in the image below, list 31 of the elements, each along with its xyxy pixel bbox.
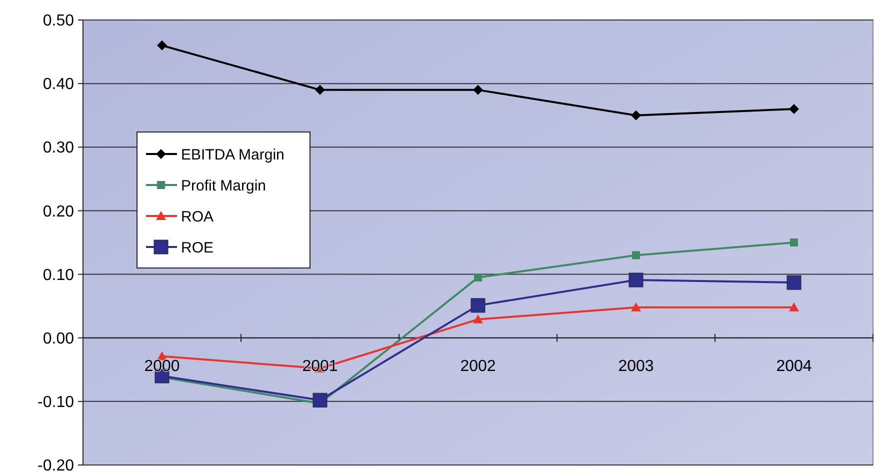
- point: [157, 40, 167, 50]
- point: [789, 302, 799, 312]
- y-tick-label: 0.50: [42, 12, 74, 30]
- legend-label: EBITDA Margin: [181, 146, 284, 164]
- y-tick-label: 0.20: [42, 203, 74, 220]
- point: [315, 84, 325, 95]
- point: [628, 272, 644, 288]
- x-tick-label: 2002: [460, 358, 496, 375]
- point: [474, 273, 482, 282]
- point: [473, 84, 483, 95]
- y-tick-label: 0.30: [42, 140, 74, 157]
- y-tick-label: 0.40: [42, 76, 74, 94]
- legend-label: ROE: [181, 239, 214, 256]
- legend-label: Profit Margin: [181, 177, 266, 194]
- point: [786, 275, 802, 290]
- point: [790, 238, 798, 246]
- legend-label: ROA: [181, 208, 214, 226]
- point: [631, 110, 641, 120]
- point: [473, 314, 483, 324]
- point: [632, 251, 640, 260]
- y-tick-label: 0.10: [42, 266, 74, 284]
- x-tick-label: 2004: [776, 358, 812, 375]
- point: [312, 392, 328, 408]
- x-tick-label: 2003: [618, 358, 654, 375]
- point: [470, 298, 486, 313]
- point: [631, 302, 641, 312]
- y-tick-label: 0.00: [42, 330, 74, 348]
- point: [789, 104, 799, 114]
- y-tick-label: -0.10: [38, 394, 74, 412]
- y-tick-label: -0.20: [38, 458, 74, 473]
- x-tick-label: 2000: [144, 358, 180, 375]
